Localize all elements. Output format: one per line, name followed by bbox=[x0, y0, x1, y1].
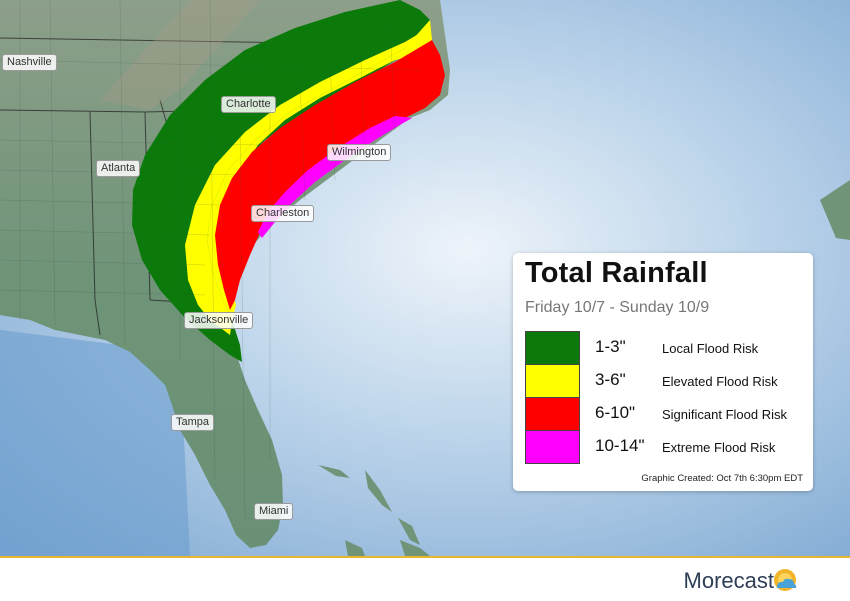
legend-risk: Local Flood Risk bbox=[662, 341, 759, 356]
city-label: Nashville bbox=[2, 54, 57, 71]
sun-cloud-icon bbox=[774, 569, 797, 591]
legend-risk: Extreme Flood Risk bbox=[662, 440, 776, 455]
legend-item: 10-14" Extreme Flood Risk bbox=[525, 430, 810, 464]
legend-swatch bbox=[525, 331, 580, 365]
legend-swatch bbox=[525, 364, 580, 398]
brand-name[interactable]: Morecast bbox=[683, 568, 774, 593]
band-yellow-outer bbox=[185, 30, 425, 335]
bahamas bbox=[318, 180, 850, 556]
footer-bar: Morecast bbox=[0, 556, 850, 601]
city-label: Charlotte bbox=[221, 96, 276, 113]
legend-panel: Total Rainfall Friday 10/7 - Sunday 10/9… bbox=[513, 253, 813, 491]
city-label: Tampa bbox=[171, 414, 215, 431]
city-label: Jacksonville bbox=[184, 312, 254, 329]
legend-range: 6-10" bbox=[595, 403, 636, 422]
city-label: Atlanta bbox=[96, 160, 141, 177]
graphic-created-note: Graphic Created: Oct 7th 6:30pm EDT bbox=[641, 473, 803, 484]
legend-range: 1-3" bbox=[595, 337, 626, 356]
legend-range: 3-6" bbox=[595, 370, 626, 389]
legend-item: 6-10" Significant Flood Risk bbox=[525, 397, 810, 431]
gulf-of-mexico bbox=[0, 330, 190, 556]
legend-swatch bbox=[525, 430, 580, 464]
city-label: Miami bbox=[254, 503, 294, 520]
legend-item: 1-3" Local Flood Risk bbox=[525, 331, 810, 365]
legend-item: 3-6" Elevated Flood Risk bbox=[525, 364, 810, 398]
legend-risk: Significant Flood Risk bbox=[662, 407, 787, 422]
legend-swatch bbox=[525, 397, 580, 431]
band-red bbox=[215, 40, 445, 310]
legend-subtitle: Friday 10/7 - Sunday 10/9 bbox=[525, 299, 710, 316]
legend-range: 10-14" bbox=[595, 436, 645, 455]
city-label: Wilmington bbox=[327, 144, 392, 161]
city-label: Charleston bbox=[251, 205, 315, 222]
mountains bbox=[100, 0, 260, 110]
legend-title: Total Rainfall bbox=[525, 257, 708, 289]
legend-risk: Elevated Flood Risk bbox=[662, 374, 778, 389]
